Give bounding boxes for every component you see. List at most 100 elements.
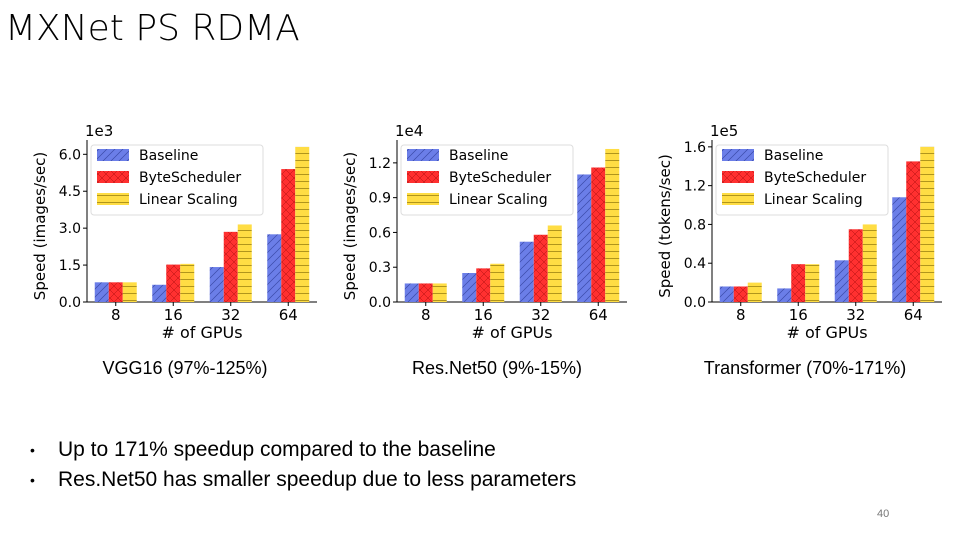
- bar-baseline: [892, 197, 907, 302]
- chart-caption-transformer: Transformer (70%-171%): [703, 358, 907, 378]
- y-tick-label: 4.5: [59, 184, 81, 200]
- y-tick-label: 6.0: [59, 147, 81, 163]
- x-axis-label: # of GPUs: [471, 323, 552, 342]
- bar-linear: [490, 263, 505, 302]
- x-axis-label: # of GPUs: [161, 323, 242, 342]
- bar-bytescheduler: [591, 167, 606, 302]
- bar-bytescheduler: [166, 264, 181, 302]
- bar-bytescheduler: [476, 268, 491, 302]
- bar-linear: [920, 146, 935, 302]
- bar-linear: [747, 282, 762, 302]
- bar-bytescheduler: [906, 161, 921, 302]
- x-tick-label: 32: [531, 306, 550, 324]
- x-tick-label: 8: [111, 306, 121, 324]
- legend-label: Baseline: [764, 148, 823, 164]
- legend-swatch-bytescheduler: [407, 171, 439, 183]
- chart-caption-resnet50: Res.Net50 (9%-15%): [411, 358, 583, 378]
- legend-swatch-bytescheduler: [97, 171, 129, 183]
- bar-linear: [295, 146, 310, 302]
- y-axis-label: Speed (images/sec): [31, 152, 49, 300]
- x-tick-label: 64: [589, 306, 608, 324]
- x-tick-label: 32: [846, 306, 865, 324]
- bar-linear: [547, 225, 562, 302]
- axis-scale-label: 1e5: [710, 122, 738, 140]
- bar-baseline: [462, 273, 477, 302]
- y-tick-label: 0.0: [684, 295, 706, 311]
- legend-box: [715, 144, 889, 216]
- y-tick-label: 1.2: [369, 156, 391, 172]
- y-tick-label: 1.5: [59, 258, 81, 274]
- legend-swatch-bytescheduler: [722, 171, 754, 183]
- legend-label: ByteScheduler: [139, 170, 241, 186]
- bullet-marker: •: [30, 442, 35, 458]
- bar-bytescheduler: [418, 283, 433, 302]
- legend-label: Linear Scaling: [139, 192, 238, 208]
- y-axis-label: Speed (tokens/sec): [656, 154, 674, 298]
- bar-linear: [432, 283, 447, 302]
- bar-baseline: [404, 283, 419, 302]
- bar-linear: [605, 148, 620, 302]
- y-tick-label: 3.0: [59, 221, 81, 237]
- y-axis-label: Speed (images/sec): [341, 152, 359, 300]
- chart-transformer: 0.0 0.4 0.8 1.2 1.6 1e5 Speed (tokens/sec) 8 16 3…: [655, 122, 942, 344]
- bar-baseline: [267, 234, 282, 302]
- x-tick-label: 64: [279, 306, 298, 324]
- legend-swatch-baseline: [722, 149, 754, 161]
- chart-vgg16: 0.0 1.5 3.0 4.5 6.0 1e3 Speed (images/sec) 8 16 3…: [30, 122, 317, 344]
- y-tick-label: 0.0: [59, 295, 81, 311]
- x-tick-label: 16: [164, 306, 183, 324]
- legend-swatch-baseline: [97, 149, 129, 161]
- bar-linear: [237, 224, 252, 302]
- bar-baseline: [719, 286, 734, 302]
- page-number: 40: [877, 508, 890, 520]
- bar-baseline: [834, 260, 849, 302]
- bar-baseline: [519, 241, 534, 302]
- chart-legend: Baseline ByteScheduler Linear Scaling: [400, 144, 574, 216]
- legend-box: [90, 144, 264, 216]
- x-tick-label: 64: [904, 306, 923, 324]
- legend-label: Linear Scaling: [764, 192, 863, 208]
- axis-scale-label: 1e3: [85, 122, 113, 140]
- bar-baseline: [152, 284, 167, 302]
- bullet-item: • Up to 171% speedup compared to the base…: [30, 435, 576, 465]
- y-tick-label: 0.4: [684, 256, 706, 272]
- bar-bytescheduler: [108, 282, 123, 302]
- x-tick-label: 8: [421, 306, 431, 324]
- legend-label: Baseline: [449, 148, 508, 164]
- bar-baseline: [209, 267, 224, 302]
- x-tick-label: 16: [789, 306, 808, 324]
- legend-swatch-linear: [407, 193, 439, 205]
- y-tick-label: 0.6: [369, 225, 391, 241]
- bar-linear: [122, 282, 137, 302]
- bar-bytescheduler: [281, 169, 296, 302]
- y-tick-label: 0.0: [369, 295, 391, 311]
- bar-bytescheduler: [533, 234, 548, 302]
- x-tick-label: 32: [221, 306, 240, 324]
- x-tick-label: 8: [736, 306, 746, 324]
- y-tick-label: 0.9: [369, 191, 391, 207]
- legend-label: Baseline: [139, 148, 198, 164]
- chart-resnet50: 0.0 0.3 0.6 0.9 1.2 1e4 Speed (images/sec) 8 16 3…: [340, 122, 627, 344]
- chart-legend: Baseline ByteScheduler Linear Scaling: [90, 144, 264, 216]
- bar-baseline: [577, 174, 592, 302]
- bar-bytescheduler: [791, 264, 806, 302]
- bar-bytescheduler: [223, 231, 238, 302]
- legend-label: ByteScheduler: [764, 170, 866, 186]
- legend-label: Linear Scaling: [449, 192, 548, 208]
- x-axis-label: # of GPUs: [786, 323, 867, 342]
- bullet-text: Up to 171% speedup compared to the basel…: [58, 438, 496, 461]
- chart-caption-vgg16: VGG16 (97%-125%): [102, 358, 268, 378]
- legend-swatch-linear: [722, 193, 754, 205]
- bar-linear: [180, 263, 195, 302]
- bar-linear: [805, 264, 820, 302]
- legend-box: [400, 144, 574, 216]
- chart-legend: Baseline ByteScheduler Linear Scaling: [715, 144, 889, 216]
- bullet-text: Res.Net50 has smaller speedup due to les…: [58, 468, 577, 491]
- bar-bytescheduler: [733, 286, 748, 302]
- y-tick-label: 1.2: [684, 179, 706, 195]
- bar-baseline: [777, 288, 792, 302]
- legend-swatch-baseline: [407, 149, 439, 161]
- bullet-list: • Up to 171% speedup compared to the base…: [30, 435, 576, 495]
